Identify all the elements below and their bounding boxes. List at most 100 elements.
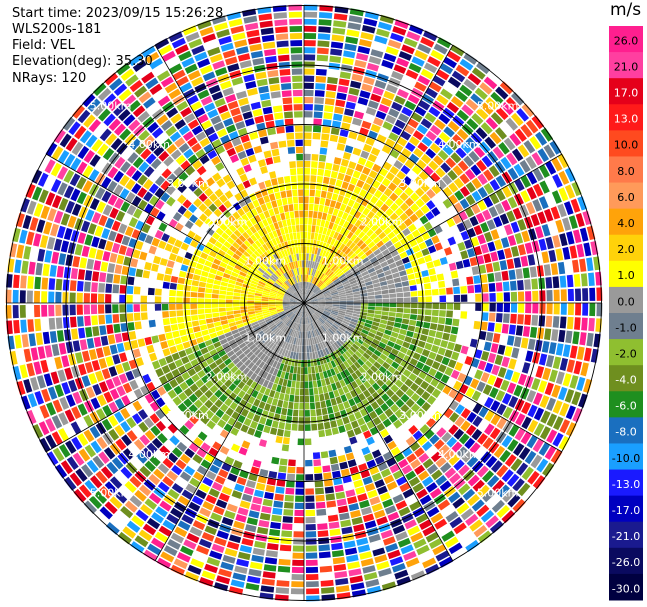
- range-gate: [356, 338, 364, 345]
- range-gate: [311, 161, 318, 168]
- range-gate: [312, 254, 317, 262]
- range-gate: [146, 381, 156, 392]
- range-gate: [290, 305, 298, 309]
- range-gate: [287, 197, 293, 205]
- range-gate: [458, 210, 468, 221]
- range-gate: [256, 248, 264, 256]
- range-gate: [420, 118, 433, 129]
- range-gate: [328, 221, 334, 230]
- range-gate: [97, 394, 107, 407]
- range-gate: [539, 303, 546, 314]
- range-gate: [148, 319, 156, 328]
- range-gate: [144, 336, 153, 346]
- range-gate: [367, 345, 376, 353]
- range-gate: [373, 314, 382, 319]
- range-gate: [101, 368, 111, 380]
- range-gate: [123, 94, 137, 107]
- range-gate: [48, 291, 55, 303]
- range-gate: [360, 293, 368, 297]
- range-gate: [320, 325, 327, 332]
- range-gate: [42, 331, 51, 345]
- range-gate: [297, 366, 301, 374]
- range-gate: [175, 255, 184, 264]
- range-gate: [431, 206, 441, 217]
- range-gate: [530, 213, 540, 227]
- range-gate: [291, 285, 297, 292]
- range-gate: [279, 458, 288, 466]
- range-gate: [243, 240, 252, 248]
- range-gate: [541, 251, 550, 264]
- range-gate: [291, 358, 296, 367]
- range-gate: [517, 303, 525, 313]
- range-gate: [333, 279, 341, 285]
- range-gate: [21, 260, 29, 274]
- range-gate: [278, 311, 285, 316]
- range-gate: [201, 570, 216, 581]
- range-gate: [109, 252, 118, 263]
- range-gate: [512, 498, 526, 513]
- range-gate: [483, 169, 494, 182]
- range-gate: [301, 317, 304, 325]
- range-gate: [138, 484, 152, 497]
- range-gate: [249, 285, 257, 291]
- range-gate: [373, 317, 381, 323]
- range-gate: [457, 160, 469, 172]
- range-gate: [369, 328, 377, 335]
- range-gate: [244, 118, 255, 127]
- range-gate: [262, 379, 270, 388]
- range-gate: [105, 378, 115, 390]
- range-gate: [234, 285, 242, 290]
- range-gate: [282, 265, 288, 273]
- range-gate: [114, 491, 128, 504]
- range-gate: [376, 28, 390, 38]
- range-gate: [219, 311, 227, 317]
- range-gate: [356, 401, 365, 411]
- range-gate: [298, 289, 302, 297]
- range-gate: [23, 348, 32, 363]
- range-gate: [360, 308, 368, 313]
- range-gate: [439, 63, 454, 75]
- range-gate: [367, 100, 379, 110]
- range-gate: [206, 277, 215, 284]
- range-gate: [271, 238, 278, 246]
- range-gate: [314, 90, 325, 97]
- range-gate: [159, 257, 168, 267]
- range-gate: [92, 455, 105, 469]
- range-gate: [183, 398, 193, 408]
- range-gate: [268, 208, 275, 217]
- range-gate: [455, 90, 468, 103]
- range-gate: [255, 287, 264, 292]
- range-gate: [343, 540, 356, 549]
- range-gate: [258, 320, 266, 326]
- range-gate: [69, 292, 76, 303]
- range-gate: [106, 273, 114, 283]
- range-gate: [174, 137, 186, 148]
- range-gate: [487, 374, 497, 386]
- range-gate: [232, 572, 247, 581]
- range-gate: [262, 355, 269, 363]
- range-gate: [263, 48, 277, 57]
- range-gate: [507, 167, 519, 181]
- range-gate: [104, 481, 118, 494]
- range-gate: [261, 294, 270, 298]
- range-gate: [280, 324, 287, 331]
- range-gate: [429, 434, 440, 445]
- range-gate: [323, 479, 333, 487]
- range-gate: [284, 327, 290, 334]
- range-gate: [454, 190, 465, 201]
- range-gate: [295, 316, 299, 323]
- range-gate: [357, 264, 366, 271]
- range-gate: [395, 500, 408, 510]
- range-gate: [168, 88, 182, 100]
- range-gate: [321, 587, 335, 594]
- range-gate: [393, 343, 402, 351]
- range-gate: [575, 303, 582, 316]
- range-gate: [176, 100, 189, 112]
- range-gate: [258, 212, 266, 221]
- range-gate: [323, 340, 329, 348]
- range-gate: [506, 335, 515, 346]
- range-gate: [130, 541, 145, 554]
- range-gate: [263, 288, 271, 292]
- range-gate: [362, 216, 371, 225]
- range-gate: [19, 290, 26, 303]
